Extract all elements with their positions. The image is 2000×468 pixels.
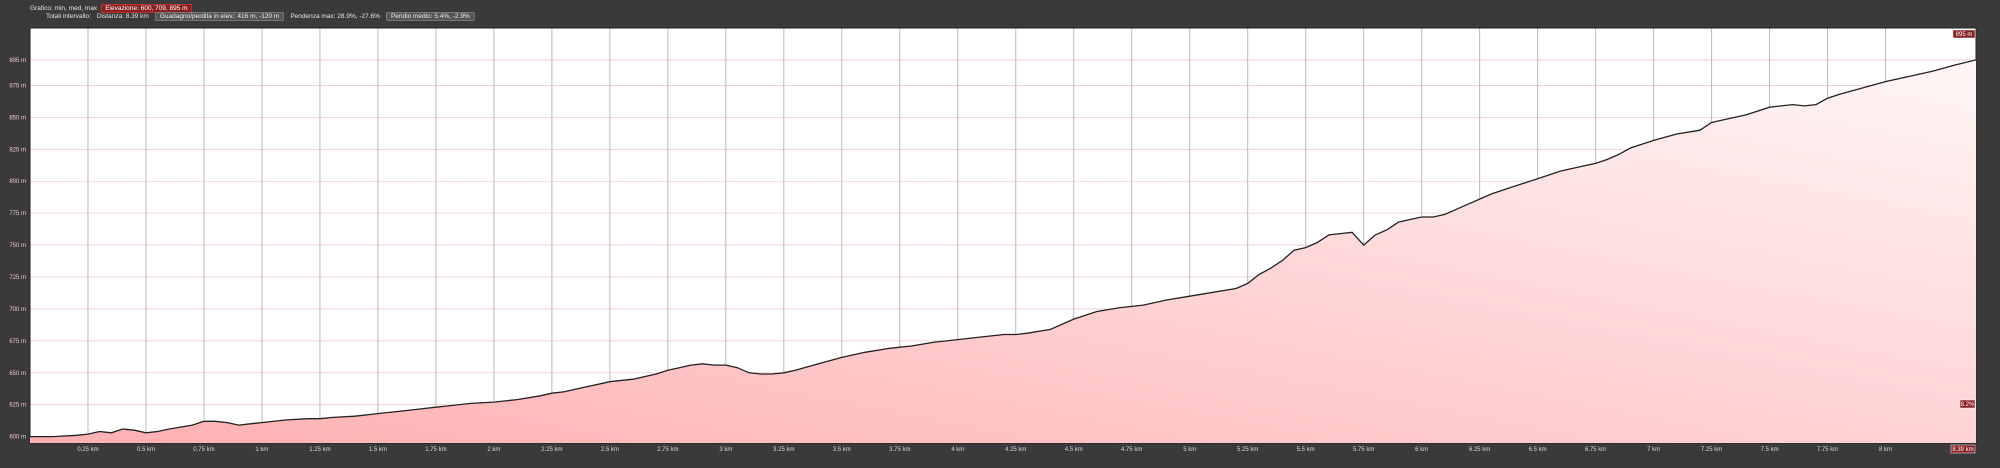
x-tick-label: 0.25 km (77, 447, 98, 453)
x-tick-label: 6.25 km (1469, 447, 1490, 453)
y-tick-label: 875 m (9, 83, 26, 89)
x-tick-label: 5.75 km (1353, 447, 1374, 453)
x-tick-label: 0.75 km (193, 447, 214, 453)
distance-summary: Distanza: 8.39 km (96, 13, 149, 20)
y-tick-label: 675 m (9, 339, 26, 345)
x-tick-label: 8 km (1879, 447, 1892, 453)
x-tick-label: 3.75 km (889, 447, 910, 453)
x-tick-label: 4.5 km (1065, 447, 1083, 453)
x-tick-label: 6.5 km (1529, 447, 1547, 453)
x-tick-label: 7 km (1647, 447, 1660, 453)
y-tick-label: 850 m (9, 115, 26, 121)
chart-header: Grafico: min, med, max Elevazione: 600, … (0, 0, 2000, 26)
x-tick-label: 1.25 km (309, 447, 330, 453)
max-slope-summary: Pendenza max: 28.9%, -27.6% (290, 13, 380, 20)
elevation-area (30, 59, 1976, 444)
elevation-summary: Elevazione: 600, 709, 895 m (101, 4, 192, 13)
x-tick-label: 3.5 km (833, 447, 851, 453)
x-tick-label: 4.75 km (1121, 447, 1142, 453)
x-tick-label: 5 km (1183, 447, 1196, 453)
x-tick-label: 6 km (1415, 447, 1428, 453)
x-tick-label: 2.5 km (601, 447, 619, 453)
y-tick-label: 725 m (9, 275, 26, 281)
x-tick-label: 1 km (255, 447, 268, 453)
x-tick-label: 1.75 km (425, 447, 446, 453)
y-tick-label: 750 m (9, 243, 26, 249)
y-tick-label: 600 m (9, 435, 26, 441)
header-row-totals: Totali intervallo: Distanza: 8.39 km Gua… (46, 12, 475, 21)
x-tick-label: 3.25 km (773, 447, 794, 453)
end-badges: 895 m 8.2% 8.39 km (1950, 29, 1976, 454)
avg-slope-summary: Pendio medio: 5.4%, -2.9% (385, 12, 475, 21)
end-distance-badge: 8.39 km (1952, 447, 1973, 453)
end-elevation-badge-box (1952, 29, 1976, 39)
x-tick-label: 2.25 km (541, 447, 562, 453)
end-distance-badge-box (1950, 444, 1976, 454)
end-slope-badge: 8.2% (1961, 402, 1975, 408)
end-elevation-badge: 895 m (1956, 32, 1973, 38)
x-tick-label: 5.5 km (1297, 447, 1315, 453)
x-tick-label: 7.25 km (1701, 447, 1722, 453)
y-tick-label: 650 m (9, 371, 26, 377)
x-tick-label: 3 km (719, 447, 732, 453)
end-slope-badge-box (1959, 399, 1976, 409)
x-tick-label: 6.75 km (1585, 447, 1606, 453)
chart-range-label: Grafico: min, med, max (30, 5, 98, 12)
x-tick-label: 2 km (487, 447, 500, 453)
y-tick-label: 825 m (9, 147, 26, 153)
y-tick-labels: 600 m 625 m 650 m 675 m 700 m 725 m 750 m 775 m… (9, 58, 26, 441)
x-tick-label: 0.5 km (137, 447, 155, 453)
x-tick-label: 2.75 km (657, 447, 678, 453)
y-tick-label: 800 m (9, 179, 26, 185)
header-row-stats: Grafico: min, med, max Elevazione: 600, … (30, 4, 192, 13)
x-tick-label: 4 km (951, 447, 964, 453)
x-tick-labels: 0.25 km 0.5 km 0.75 km 1 km 1.25 km 1.5 km 1.7… (77, 447, 1892, 453)
x-tick-label: 4.25 km (1005, 447, 1026, 453)
x-tick-label: 5.25 km (1237, 447, 1258, 453)
y-tick-label: 775 m (9, 211, 26, 217)
x-tick-label: 7.5 km (1761, 447, 1779, 453)
elevation-line (30, 59, 1977, 438)
x-tick-label: 1.5 km (369, 447, 387, 453)
x-tick-label: 7.75 km (1817, 447, 1838, 453)
elevation-gain-summary: Guadagno/perdita in elev.: 416 m, -120 m (154, 12, 285, 21)
y-tick-label: 895 m (9, 58, 26, 64)
y-tick-label: 700 m (9, 307, 26, 313)
y-tick-label: 625 m (9, 403, 26, 409)
totals-label: Totali intervallo: (46, 13, 91, 20)
